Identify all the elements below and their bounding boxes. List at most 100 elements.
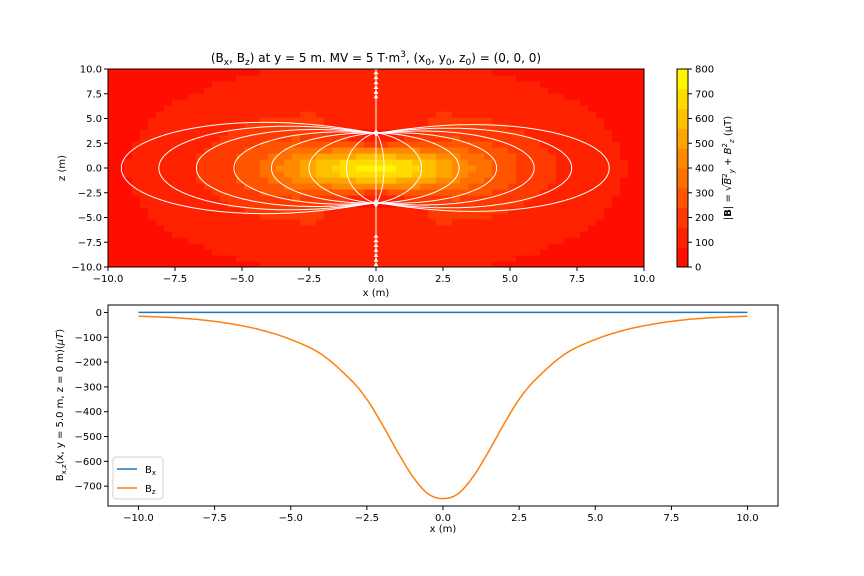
heatmap-cell <box>212 195 221 202</box>
heatmap-cell <box>140 189 149 196</box>
heatmap-cell <box>604 183 613 190</box>
heatmap-cell <box>556 69 565 76</box>
heatmap-cell <box>564 69 573 76</box>
heatmap-cell <box>596 159 605 166</box>
heatmap-cell <box>164 69 173 76</box>
heatmap-cell <box>604 117 613 124</box>
heatmap-cell <box>588 183 597 190</box>
heatmap-cell <box>452 189 461 196</box>
heatmap-cell <box>220 189 229 196</box>
heatmap-cell <box>556 225 565 232</box>
heatmap-cell <box>172 153 181 160</box>
heatmap-cell <box>612 243 621 250</box>
heatmap-cell <box>548 249 557 256</box>
heatmap-cell <box>140 99 149 106</box>
heatmap-cell <box>516 159 525 166</box>
heatmap-cell <box>444 99 453 106</box>
heatmap-cell <box>156 219 165 226</box>
heatmap-cell <box>508 159 517 166</box>
heatmap-cell <box>252 165 261 172</box>
heatmap-cell <box>508 153 517 160</box>
heatmap-cell <box>452 105 461 112</box>
heatmap-cell <box>484 177 493 184</box>
heatmap-cell <box>580 171 589 178</box>
colorbar-tick-label: 700 <box>695 89 714 100</box>
heatmap-cell <box>284 69 293 76</box>
heatmap-cell <box>564 183 573 190</box>
heatmap-cell <box>244 159 253 166</box>
heatmap-cell <box>516 195 525 202</box>
heatmap-cell <box>380 141 389 148</box>
heatmap-cell <box>636 219 644 226</box>
heatmap-cell <box>348 75 357 82</box>
heatmap-cell <box>460 207 469 214</box>
heatmap-cell <box>404 93 413 100</box>
x-tick-label: 0.0 <box>368 274 384 285</box>
heatmap-cell <box>404 255 413 262</box>
heatmap-cell <box>276 249 285 256</box>
heatmap-cell <box>108 249 117 256</box>
heatmap-cell <box>140 111 149 118</box>
heatmap-cell <box>340 147 349 154</box>
heatmap-cell <box>476 231 485 238</box>
heatmap-cell <box>412 93 421 100</box>
heatmap-cell <box>468 243 477 250</box>
heatmap-cell <box>516 153 525 160</box>
heatmap-cell <box>500 75 509 82</box>
heatmap-cell <box>596 105 605 112</box>
heatmap-cell <box>508 81 517 88</box>
heatmap-cell <box>364 261 373 267</box>
profile-panel: −10.0 −7.5 −5.0 −2.5 0.0 2.5 5.0 7.5 10.0 0−100−… <box>55 304 779 535</box>
heatmap-cell <box>180 231 189 238</box>
heatmap-cell <box>396 147 405 154</box>
heatmap-cell <box>468 183 477 190</box>
heatmap-cell <box>172 237 181 244</box>
heatmap-cell <box>108 213 117 220</box>
heatmap-cell <box>628 117 637 124</box>
heatmap-cell <box>364 111 373 118</box>
heatmap-cell <box>252 231 261 238</box>
heatmap-cell <box>588 195 597 202</box>
heatmap-cell <box>172 195 181 202</box>
heatmap-cell <box>524 75 533 82</box>
heatmap-cell <box>404 153 413 160</box>
heatmap-cell <box>540 135 549 142</box>
x-tick-label: 2.5 <box>435 274 451 285</box>
heatmap-cell <box>636 135 644 142</box>
heatmap-cell <box>628 129 637 136</box>
heatmap-cell <box>172 159 181 166</box>
heatmap-cell <box>380 105 389 112</box>
heatmap-cell <box>444 237 453 244</box>
heatmap-cell <box>196 129 205 136</box>
heatmap-cell <box>172 135 181 142</box>
heatmap-cell <box>348 165 357 172</box>
heatmap-cell <box>540 213 549 220</box>
y-tick-label: 5.0 <box>86 114 102 125</box>
heatmap-cell <box>636 69 644 76</box>
heatmap-cell <box>332 141 341 148</box>
heatmap-cell <box>612 249 621 256</box>
colorbar-band <box>677 168 688 189</box>
heatmap-cell <box>380 111 389 118</box>
heatmap-cell <box>220 177 229 184</box>
heatmap-cell <box>332 153 341 160</box>
heatmap-cell <box>268 237 277 244</box>
heatmap-cell <box>308 111 317 118</box>
heatmap-cell <box>620 243 629 250</box>
heatmap-cell <box>252 153 261 160</box>
heatmap-cell <box>508 249 517 256</box>
heatmap-cell <box>204 129 213 136</box>
heatmap-cell <box>580 201 589 208</box>
heatmap-cell <box>316 255 325 262</box>
heatmap-cell <box>468 165 477 172</box>
heatmap-cell <box>124 135 133 142</box>
heatmap-cell <box>388 123 397 130</box>
heatmap-cell <box>572 261 581 267</box>
heatmap-cell <box>196 123 205 130</box>
heatmap-cell <box>572 195 581 202</box>
heatmap-cell <box>172 165 181 172</box>
heatmap-cell <box>564 117 573 124</box>
heatmap-cell <box>636 105 644 112</box>
heatmap-cell <box>252 75 261 82</box>
heatmap-cell <box>164 171 173 178</box>
